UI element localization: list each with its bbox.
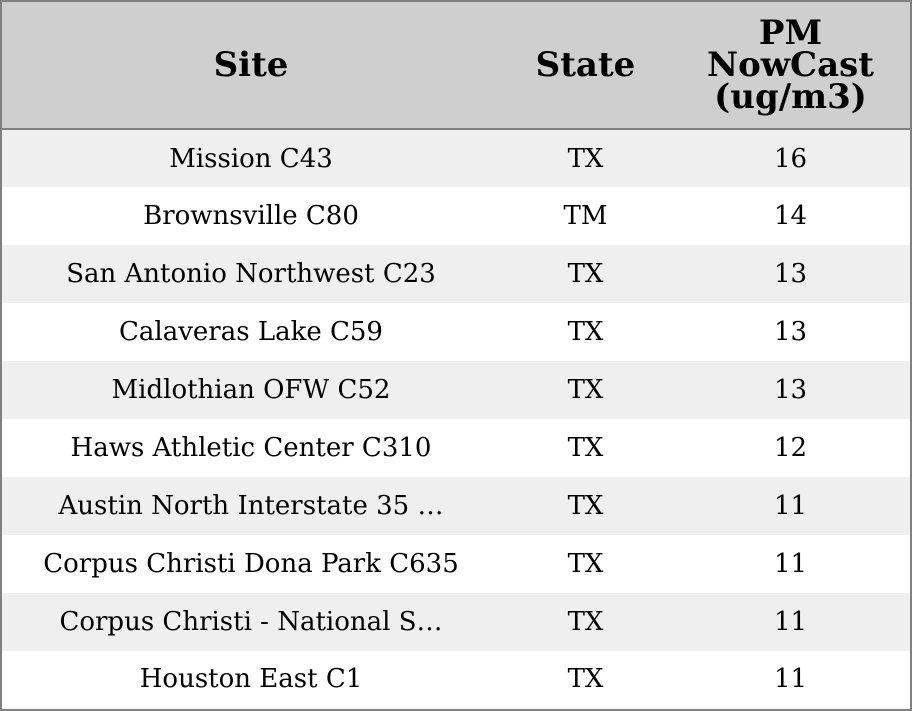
column-header-pm-nowcast: PM NowCast (ug/m3) xyxy=(671,2,910,130)
state-cell: TX xyxy=(567,143,604,174)
state-cell: TX xyxy=(567,259,604,289)
pm-nowcast-cell: 11 xyxy=(773,607,808,637)
table-row: Mission C43 TX 16 xyxy=(2,129,910,187)
site-cell: Corpus Christi Dona Park C635 xyxy=(43,549,459,579)
state-cell: TX xyxy=(567,549,604,579)
column-header-site: Site xyxy=(2,2,500,130)
site-cell: Mission C43 xyxy=(169,143,333,174)
pm-nowcast-cell: 13 xyxy=(773,317,808,347)
pm-nowcast-cell: 11 xyxy=(773,664,808,694)
site-cell: Midlothian OFW C52 xyxy=(111,375,391,405)
site-cell: Austin North Interstate 35 … xyxy=(58,491,444,521)
state-cell: TX xyxy=(567,375,604,405)
state-cell: TX xyxy=(567,317,604,347)
table-row: Austin North Interstate 35 … TX 11 xyxy=(2,477,910,535)
table-row: Corpus Christi Dona Park C635 TX 11 xyxy=(2,535,910,593)
state-cell: TX xyxy=(567,664,604,694)
pm-nowcast-cell: 12 xyxy=(773,433,808,463)
header-pm-line-1: PM xyxy=(758,13,823,53)
pm-nowcast-cell: 16 xyxy=(773,143,808,174)
header-site-label: Site xyxy=(213,45,289,85)
pm-nowcast-cell: 14 xyxy=(773,201,808,231)
pm-nowcast-cell: 11 xyxy=(773,549,808,579)
table-row: Midlothian OFW C52 TX 13 xyxy=(2,361,910,419)
state-cell: TX xyxy=(567,607,604,637)
state-cell: TX xyxy=(567,433,604,463)
table-row: Brownsville C80 TM 14 xyxy=(2,187,910,245)
table-body: Mission C43 TX 16 Brownsville C80 TM 14 San An… xyxy=(2,129,910,707)
state-cell: TM xyxy=(563,201,608,231)
header-row: Site State PM NowCast (ug/m3) xyxy=(2,2,910,130)
site-cell: Houston East C1 xyxy=(139,664,363,694)
state-cell: TX xyxy=(567,491,604,521)
pm-nowcast-cell: 13 xyxy=(773,375,808,405)
table-header: Site State PM NowCast (ug/m3) xyxy=(2,2,910,130)
table-row: Haws Athletic Center C310 TX 12 xyxy=(2,419,910,477)
site-cell: Corpus Christi - National S… xyxy=(59,607,443,637)
column-header-state: State xyxy=(500,2,671,130)
table-row: Corpus Christi - National S… TX 11 xyxy=(2,593,910,651)
header-pm-line-3: (ug/m3) xyxy=(714,77,867,117)
pm-nowcast-cell: 13 xyxy=(773,259,808,289)
table-row: Houston East C1 TX 11 xyxy=(2,651,910,707)
table-row: San Antonio Northwest C23 TX 13 xyxy=(2,245,910,303)
header-pm-line-2: NowCast xyxy=(707,45,874,85)
table-row: Calaveras Lake C59 TX 13 xyxy=(2,303,910,361)
site-cell: San Antonio Northwest C23 xyxy=(66,259,436,289)
site-cell: Calaveras Lake C59 xyxy=(119,317,383,347)
site-cell: Haws Athletic Center C310 xyxy=(70,433,432,463)
pm-nowcast-cell: 11 xyxy=(773,491,808,521)
site-cell: Brownsville C80 xyxy=(143,201,359,231)
header-state-label: State xyxy=(535,45,636,85)
